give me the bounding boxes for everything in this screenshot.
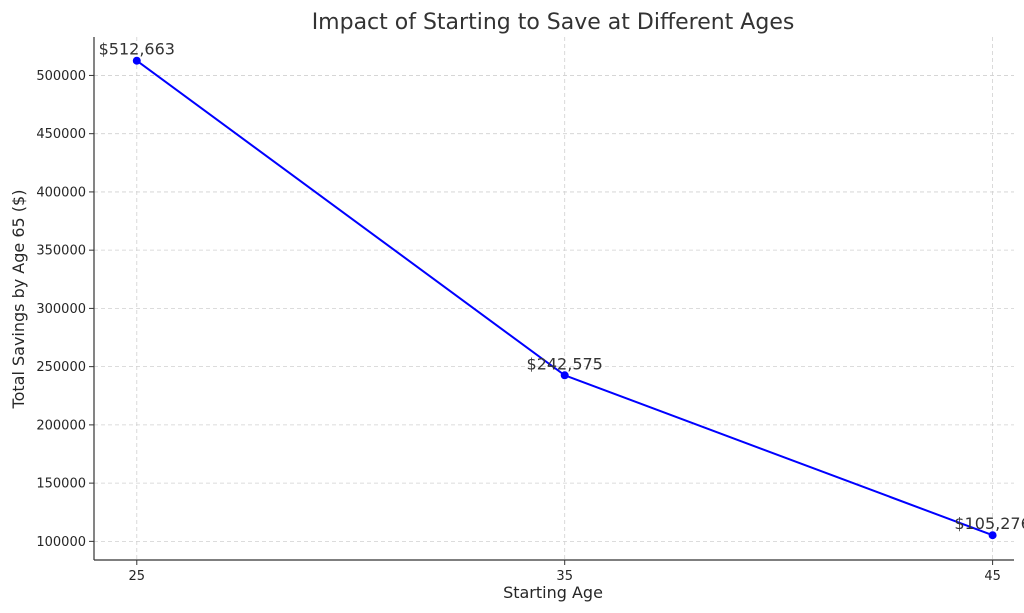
y-tick-label: 100000: [36, 535, 86, 550]
x-tick-label: 25: [129, 569, 146, 584]
y-tick-label: 150000: [36, 477, 86, 492]
y-tick-label: 250000: [36, 360, 86, 375]
axes: [93, 37, 1014, 561]
y-tick-label: 350000: [36, 244, 86, 259]
data-label: $512,663: [99, 40, 175, 59]
x-tick-label: 35: [556, 569, 573, 584]
y-tick-label: 300000: [36, 302, 86, 317]
data-point-marker: [988, 531, 997, 540]
data-label: $105,276: [954, 514, 1024, 533]
y-tick-label: 500000: [36, 69, 86, 84]
data-label: $242,575: [527, 354, 603, 373]
data-point-marker: [560, 371, 569, 380]
y-tick-label: 200000: [36, 418, 86, 433]
grid: [94, 37, 1014, 560]
y-axis-title: Total Savings by Age 65 ($): [9, 190, 28, 410]
series: [132, 56, 997, 540]
y-tick-label: 400000: [36, 185, 86, 200]
chart-title: Impact of Starting to Save at Different …: [312, 10, 795, 35]
x-tick-label: 45: [984, 569, 1001, 584]
data-labels: $512,663 $242,575 $105,276: [99, 40, 1024, 534]
ticks: 25 35 45 100000 150000 200000 250000 300000 3500…: [36, 69, 1001, 584]
y-tick-label: 450000: [36, 127, 86, 142]
x-axis-title: Starting Age: [503, 583, 603, 602]
data-point-marker: [132, 56, 141, 65]
